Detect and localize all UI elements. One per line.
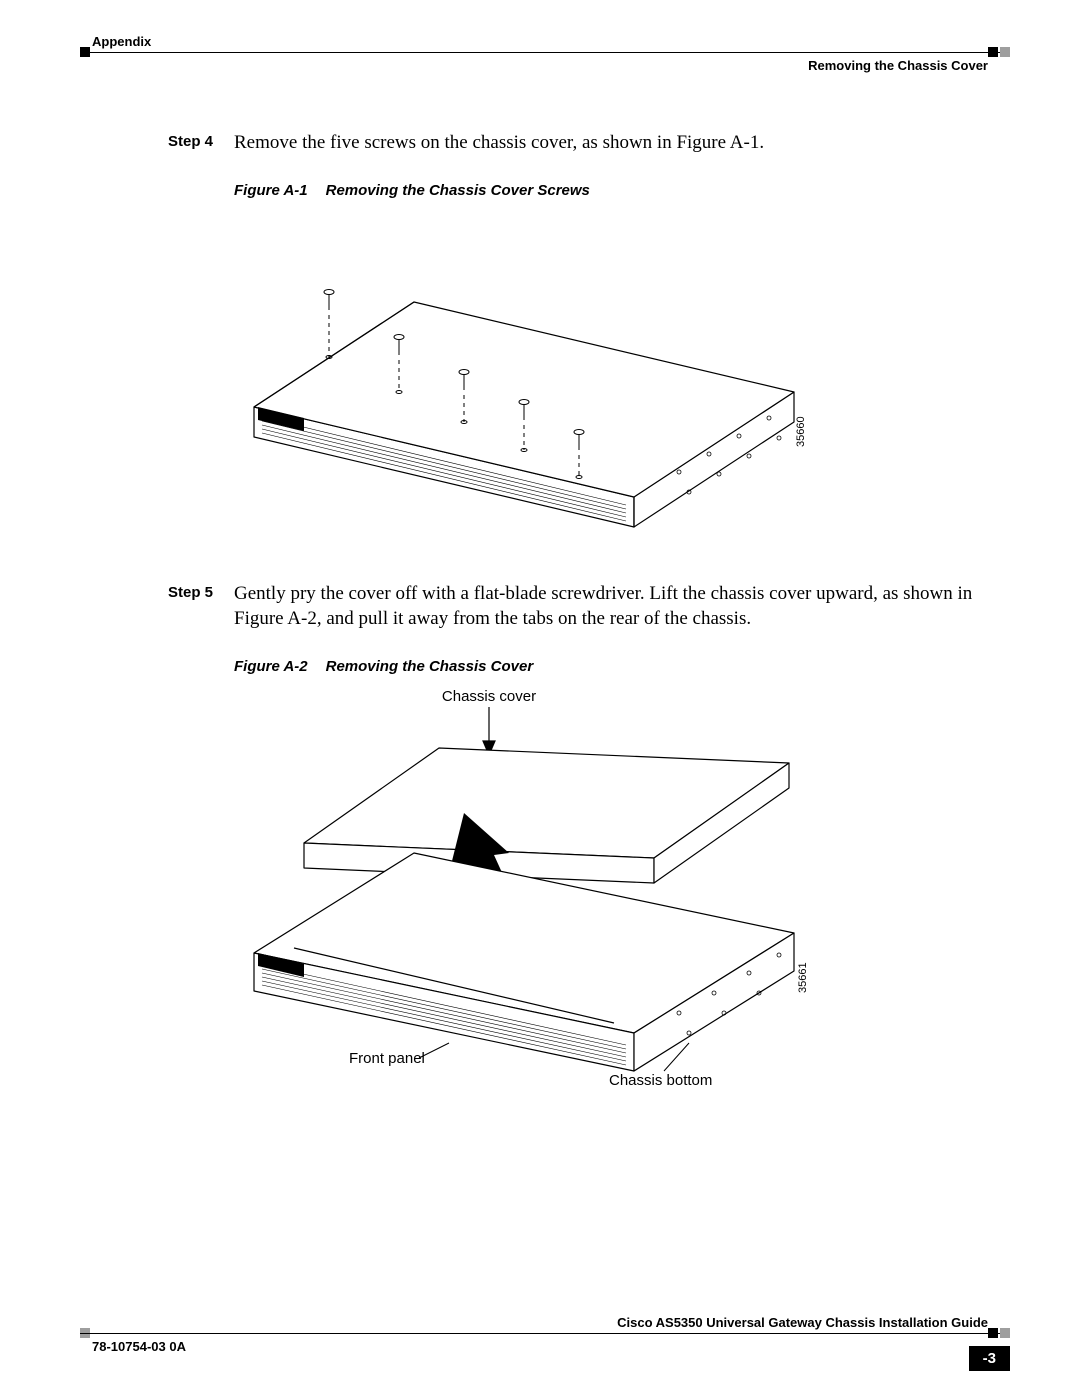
footer-marker-right <box>988 1328 1010 1338</box>
figure-a2-caption: Figure A-2 Removing the Chassis Cover <box>234 658 1010 675</box>
figure-a2-id: 35661 <box>797 962 809 993</box>
step-4-text: Remove the five screws on the chassis co… <box>234 130 764 156</box>
footer-rule <box>80 1333 1010 1334</box>
figure-a1-title: Removing the Chassis Cover Screws <box>326 182 590 199</box>
header-section-title: Removing the Chassis Cover <box>808 58 988 73</box>
figure-a1-id: 35660 <box>795 416 807 447</box>
step-5-label: Step 5 <box>168 581 234 632</box>
footer-doc-number: 78-10754-03 0A <box>92 1339 186 1354</box>
header-appendix-label: Appendix <box>92 34 151 49</box>
step-5-text: Gently pry the cover off with a flat-bla… <box>234 581 974 632</box>
figure-a2-title: Removing the Chassis Cover <box>326 658 534 675</box>
front-panel-label: Front panel <box>349 1050 425 1067</box>
figure-a2-number: Figure A-2 <box>234 658 308 675</box>
page-number-tab: -3 <box>969 1346 1010 1371</box>
chassis-cover-label: Chassis cover <box>442 688 536 705</box>
figure-a2-svg: Chassis cover <box>234 683 834 1113</box>
page-header: Appendix Removing the Chassis Cover <box>80 40 1010 100</box>
figure-a1: 35660 <box>234 207 1010 567</box>
figure-a1-number: Figure A-1 <box>234 182 308 199</box>
figure-a1-caption: Figure A-1 Removing the Chassis Cover Scr… <box>234 182 1010 199</box>
header-marker-right <box>988 47 1010 57</box>
chassis-bottom-label: Chassis bottom <box>609 1072 712 1089</box>
figure-a1-svg: 35660 <box>234 207 834 567</box>
step-4-row: Step 4 Remove the five screws on the cha… <box>168 130 1010 156</box>
header-rule <box>80 52 1010 53</box>
step-5-row: Step 5 Gently pry the cover off with a f… <box>168 581 1010 632</box>
step-4-label: Step 4 <box>168 130 234 156</box>
page-footer: Cisco AS5350 Universal Gateway Chassis I… <box>80 1321 1010 1367</box>
figure-a2: Chassis cover <box>234 683 1010 1113</box>
footer-guide-title: Cisco AS5350 Universal Gateway Chassis I… <box>617 1315 988 1330</box>
page-content: Step 4 Remove the five screws on the cha… <box>80 130 1010 1113</box>
